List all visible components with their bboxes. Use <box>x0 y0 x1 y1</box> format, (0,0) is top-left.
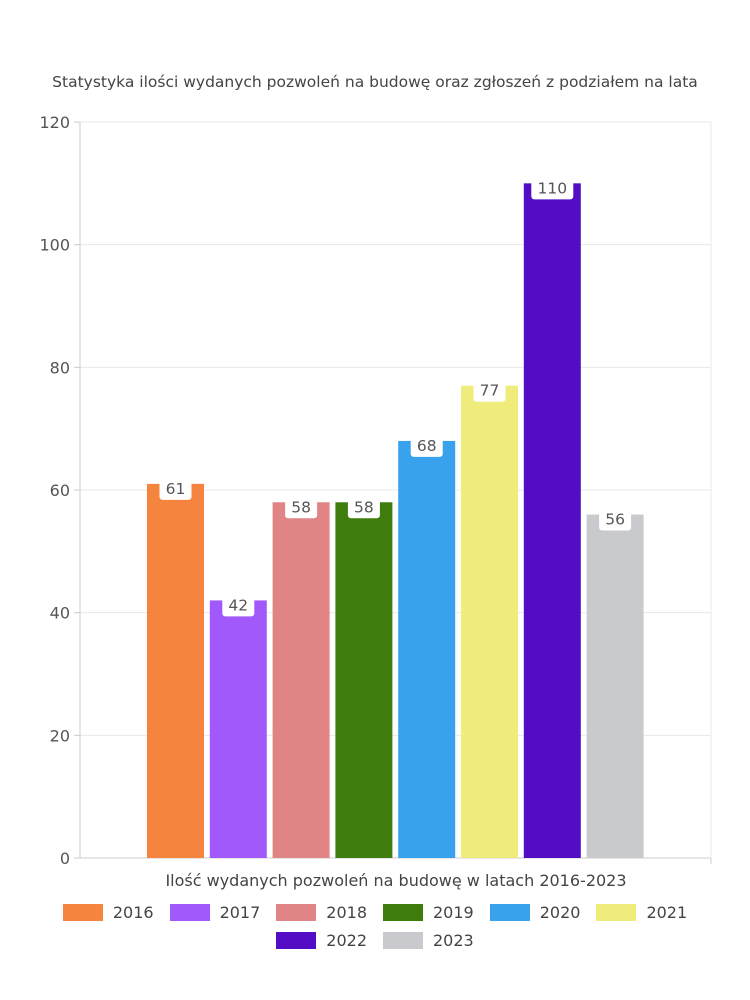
legend-label: 2019 <box>433 902 474 922</box>
bar-2019 <box>335 502 393 858</box>
legend-swatch <box>169 903 210 921</box>
data-labels: 61 42 58 58 68 77 110 56 <box>159 177 632 617</box>
data-label-box <box>222 594 255 617</box>
data-label: 58 <box>291 498 311 516</box>
legend-swatch <box>62 903 103 921</box>
legend-swatch <box>489 903 530 921</box>
bar-2016 <box>147 483 204 858</box>
data-label-box <box>410 434 443 457</box>
legend-item-2021[interactable]: 2021 <box>596 903 687 922</box>
y-axis-ticks: 0 20 40 60 80 100 120 <box>39 113 80 868</box>
bar-2023 <box>586 514 644 858</box>
bar-2020 <box>398 440 456 858</box>
legend: 2016 2017 2018 2019 2020 2021 2022 2023 <box>0 898 750 954</box>
data-label: 68 <box>417 437 437 455</box>
y-tick-label: 0 <box>60 849 70 868</box>
legend-label: 2020 <box>539 902 581 922</box>
data-label-box <box>531 177 574 200</box>
data-label-box <box>473 379 506 402</box>
legend-label: 2023 <box>433 930 474 950</box>
legend-swatch <box>383 931 423 949</box>
legend-item-2020[interactable]: 2020 <box>489 902 581 922</box>
legend-swatch <box>276 931 317 949</box>
bar-2022 <box>523 183 581 859</box>
chart-title: Statystyka ilości wydanych pozwoleń na b… <box>52 73 698 91</box>
data-label-box <box>285 496 318 519</box>
bar-chart: Statystyka ilości wydanych pozwoleń na b… <box>39 73 712 890</box>
legend-label: 2022 <box>326 930 367 950</box>
data-label: 42 <box>228 596 248 614</box>
y-tick-label: 100 <box>39 236 70 255</box>
bar-2018 <box>272 502 330 858</box>
y-tick-label: 40 <box>50 604 70 623</box>
legend-swatch <box>596 903 637 921</box>
data-label: 110 <box>538 179 568 197</box>
legend-item-2019[interactable]: 2019 <box>383 903 474 922</box>
legend-swatch <box>383 903 423 921</box>
data-label-box <box>347 496 380 519</box>
bar-2021 <box>461 385 518 858</box>
data-label-box <box>159 477 192 500</box>
data-label-box <box>599 508 632 531</box>
legend-item-2023[interactable]: 2023 <box>383 931 474 950</box>
bar-2017 <box>209 600 267 858</box>
y-tick-label: 20 <box>50 726 70 745</box>
y-tick-label: 120 <box>39 113 70 132</box>
legend-swatch <box>276 903 317 921</box>
legend-row: 2016 2017 2018 2019 2020 2021 <box>0 898 750 926</box>
legend-item-2022[interactable]: 2022 <box>276 931 367 950</box>
legend-label: 2016 <box>112 902 154 922</box>
data-label: 56 <box>605 511 625 529</box>
legend-item-2018[interactable]: 2018 <box>276 903 367 922</box>
data-label: 61 <box>166 480 186 498</box>
bars <box>147 183 644 859</box>
legend-item-2016[interactable]: 2016 <box>62 902 154 922</box>
legend-item-2017[interactable]: 2017 <box>169 902 261 922</box>
y-tick-label: 80 <box>50 358 70 377</box>
data-label: 77 <box>480 382 500 400</box>
data-label: 58 <box>354 498 374 516</box>
legend-row: 2022 2023 <box>0 926 750 954</box>
legend-label: 2017 <box>219 902 261 922</box>
x-axis-label: Ilość wydanych pozwoleń na budowę w lata… <box>165 871 626 890</box>
y-tick-label: 60 <box>50 481 70 500</box>
legend-label: 2021 <box>646 902 688 922</box>
legend-label: 2018 <box>326 902 367 922</box>
